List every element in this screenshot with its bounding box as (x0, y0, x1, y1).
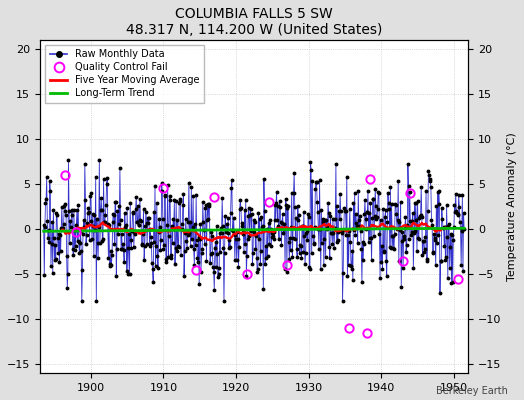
Text: Berkeley Earth: Berkeley Earth (436, 386, 508, 396)
Legend: Raw Monthly Data, Quality Control Fail, Five Year Moving Average, Long-Term Tren: Raw Monthly Data, Quality Control Fail, … (45, 44, 204, 103)
Y-axis label: Temperature Anomaly (°C): Temperature Anomaly (°C) (507, 132, 517, 281)
Title: COLUMBIA FALLS 5 SW
48.317 N, 114.200 W (United States): COLUMBIA FALLS 5 SW 48.317 N, 114.200 W … (126, 7, 383, 37)
